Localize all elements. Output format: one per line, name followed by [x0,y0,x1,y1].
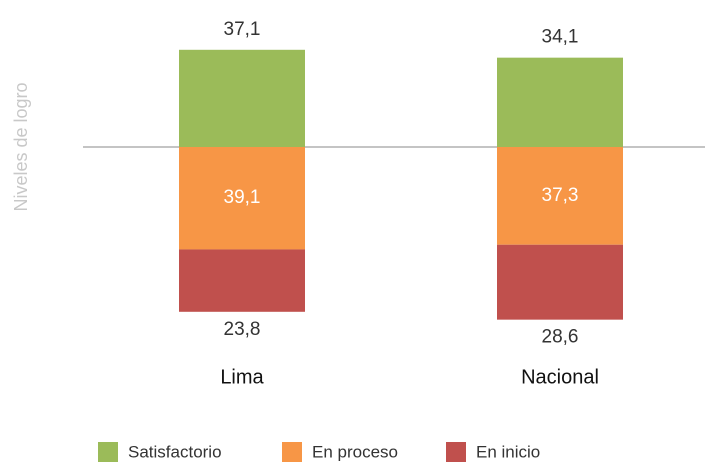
value-label: 37,1 [224,19,261,40]
value-label: 28,6 [542,327,579,348]
bar-segment [497,244,623,320]
legend-swatch [282,442,302,462]
value-label: 23,8 [224,319,261,340]
x-tick-label: Nacional [521,366,599,388]
value-label: 34,1 [542,27,579,48]
bar-segment [179,249,305,312]
bar-segment [497,57,623,147]
legend-label: En proceso [312,442,398,461]
legend-label: Satisfactorio [128,442,222,461]
bar-segment [179,49,305,147]
bar-segment [497,147,623,245]
legend-swatch [446,442,466,462]
legend-label: En inicio [476,442,540,461]
legend-swatch [98,442,118,462]
x-tick-label: Lima [220,366,264,388]
bar-segment [179,147,305,250]
value-label: 39,1 [224,187,261,208]
value-label: 37,3 [542,185,579,206]
y-axis-label: Niveles de logro [11,82,31,211]
